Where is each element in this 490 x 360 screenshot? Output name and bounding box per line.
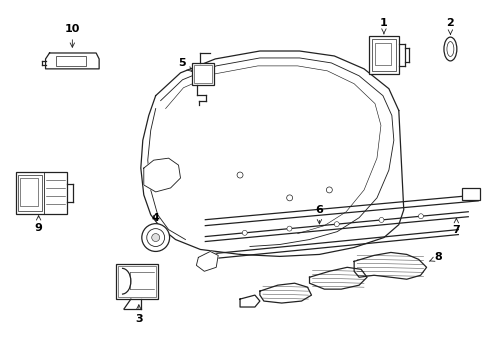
Bar <box>372 39 396 71</box>
Bar <box>195 65 212 83</box>
Circle shape <box>242 230 247 235</box>
Polygon shape <box>260 283 312 303</box>
Text: 1: 1 <box>380 18 388 34</box>
Bar <box>193 63 214 85</box>
Circle shape <box>142 224 170 251</box>
Bar <box>18 175 42 211</box>
Circle shape <box>287 195 293 201</box>
Text: 7: 7 <box>452 219 460 235</box>
Bar <box>20 178 38 206</box>
Text: 10: 10 <box>65 24 80 47</box>
Bar <box>56 56 86 66</box>
Circle shape <box>237 172 243 178</box>
Polygon shape <box>144 158 180 192</box>
Polygon shape <box>46 53 99 69</box>
Ellipse shape <box>444 37 457 61</box>
Circle shape <box>326 187 332 193</box>
Bar <box>16 172 68 214</box>
Bar <box>118 266 156 297</box>
Text: 3: 3 <box>135 305 143 324</box>
Text: 5: 5 <box>179 58 192 71</box>
Polygon shape <box>354 252 427 279</box>
Text: 2: 2 <box>446 18 454 34</box>
Text: 4: 4 <box>152 213 160 223</box>
Circle shape <box>418 214 423 219</box>
Bar <box>462 188 480 200</box>
Circle shape <box>152 234 160 242</box>
Polygon shape <box>310 267 367 289</box>
Bar <box>116 264 158 299</box>
Circle shape <box>287 226 292 231</box>
Polygon shape <box>240 295 260 307</box>
Ellipse shape <box>447 41 454 57</box>
Circle shape <box>334 222 339 227</box>
Text: 6: 6 <box>316 205 323 224</box>
Bar <box>375 43 391 65</box>
Circle shape <box>379 217 384 222</box>
Polygon shape <box>196 251 218 271</box>
Bar <box>369 36 399 74</box>
Text: 9: 9 <box>35 216 43 233</box>
Text: 8: 8 <box>429 252 442 262</box>
Circle shape <box>147 229 165 247</box>
